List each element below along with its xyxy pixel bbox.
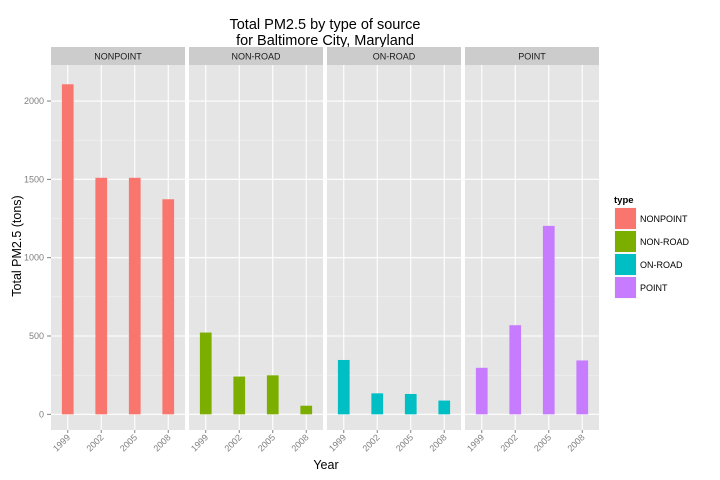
x-tick-label: 2002 <box>84 432 105 453</box>
y-tick-label: 2000 <box>24 96 44 106</box>
legend-item-nonpoint: NONPOINT <box>613 206 688 231</box>
legend-item-on-road: ON-ROAD <box>613 252 683 277</box>
legend-label: NON-ROAD <box>640 237 689 247</box>
facet-strip <box>327 47 461 65</box>
facet-strip-label: NON-ROAD <box>232 52 281 62</box>
x-tick-label: 2002 <box>498 432 519 453</box>
bar-nonpoint-1999 <box>61 84 74 415</box>
bar-nonpoint-2002 <box>95 177 108 415</box>
x-tick-label: 2008 <box>565 432 586 453</box>
facet-strip-label: POINT <box>518 52 546 62</box>
legend-swatch <box>615 231 636 252</box>
x-tick-label: 2008 <box>427 432 448 453</box>
legend-label: NONPOINT <box>640 214 688 224</box>
x-axis-label: Year <box>313 458 338 472</box>
y-axis: 0 500 1000 1500 2000 <box>24 96 51 419</box>
facet-panel-nonpoint: NONPOINT 1999 2002 2005 2008 <box>51 47 185 454</box>
facet-strip <box>189 47 323 65</box>
bar-nonpoint-2005 <box>128 177 141 415</box>
facet-panel-non-road: NON-ROAD 1999 2002 2005 2008 <box>189 47 323 454</box>
facet-panel-point: POINT 1999 2002 2005 2008 <box>465 47 599 454</box>
x-tick-label: 1999 <box>465 432 486 453</box>
legend-title: type <box>614 195 634 206</box>
facet-strip <box>465 47 599 65</box>
chart-title-line2: for Baltimore City, Maryland <box>236 33 414 49</box>
legend: type NONPOINT NON-ROAD ON-ROAD POINT <box>613 195 689 300</box>
y-axis-label: Total PM2.5 (tons) <box>10 195 24 296</box>
bar-on-road-2002 <box>371 393 384 415</box>
facet-strip <box>51 47 185 65</box>
x-tick-label: 2005 <box>394 432 415 453</box>
x-tick-label: 2002 <box>222 432 243 453</box>
facet-panels: NONPOINT 1999 2002 2005 2008 NON-ROAD 1999 2002… <box>51 47 599 454</box>
legend-swatch <box>615 208 636 229</box>
legend-label: POINT <box>640 283 668 293</box>
bar-point-2005 <box>542 225 555 415</box>
x-tick-label: 2008 <box>289 432 310 453</box>
x-tick-label: 2005 <box>256 432 277 453</box>
y-tick-label: 0 <box>39 409 44 419</box>
bar-on-road-2008 <box>438 400 451 415</box>
bar-on-road-1999 <box>337 359 350 415</box>
legend-item-non-road: NON-ROAD <box>613 229 689 254</box>
x-tick-label: 2005 <box>532 432 553 453</box>
x-tick-label: 1999 <box>189 432 210 453</box>
bar-point-1999 <box>475 367 488 415</box>
y-tick-label: 1000 <box>24 253 44 263</box>
x-tick-label: 1999 <box>51 432 72 453</box>
legend-swatch <box>615 254 636 275</box>
bar-non-road-1999 <box>199 332 212 415</box>
bar-non-road-2005 <box>266 375 279 415</box>
facet-strip-label: NONPOINT <box>94 52 142 62</box>
bar-point-2008 <box>576 360 589 415</box>
bar-on-road-2005 <box>404 393 417 415</box>
x-tick-label: 2002 <box>360 432 381 453</box>
x-tick-label: 2005 <box>118 432 139 453</box>
x-tick-label: 1999 <box>327 432 348 453</box>
bar-non-road-2008 <box>300 405 313 415</box>
y-tick-label: 500 <box>29 331 44 341</box>
facet-panel-on-road: ON-ROAD 1999 2002 2005 2008 <box>327 47 461 454</box>
bar-non-road-2002 <box>233 376 246 415</box>
x-tick-label: 2008 <box>151 432 172 453</box>
legend-swatch <box>615 277 636 298</box>
chart-title-line1: Total PM2.5 by type of source <box>229 17 420 33</box>
facet-strip-label: ON-ROAD <box>373 52 416 62</box>
legend-label: ON-ROAD <box>640 260 683 270</box>
bar-point-2002 <box>509 325 522 415</box>
y-tick-label: 1500 <box>24 174 44 184</box>
legend-item-point: POINT <box>613 275 668 300</box>
bar-nonpoint-2008 <box>162 199 175 415</box>
